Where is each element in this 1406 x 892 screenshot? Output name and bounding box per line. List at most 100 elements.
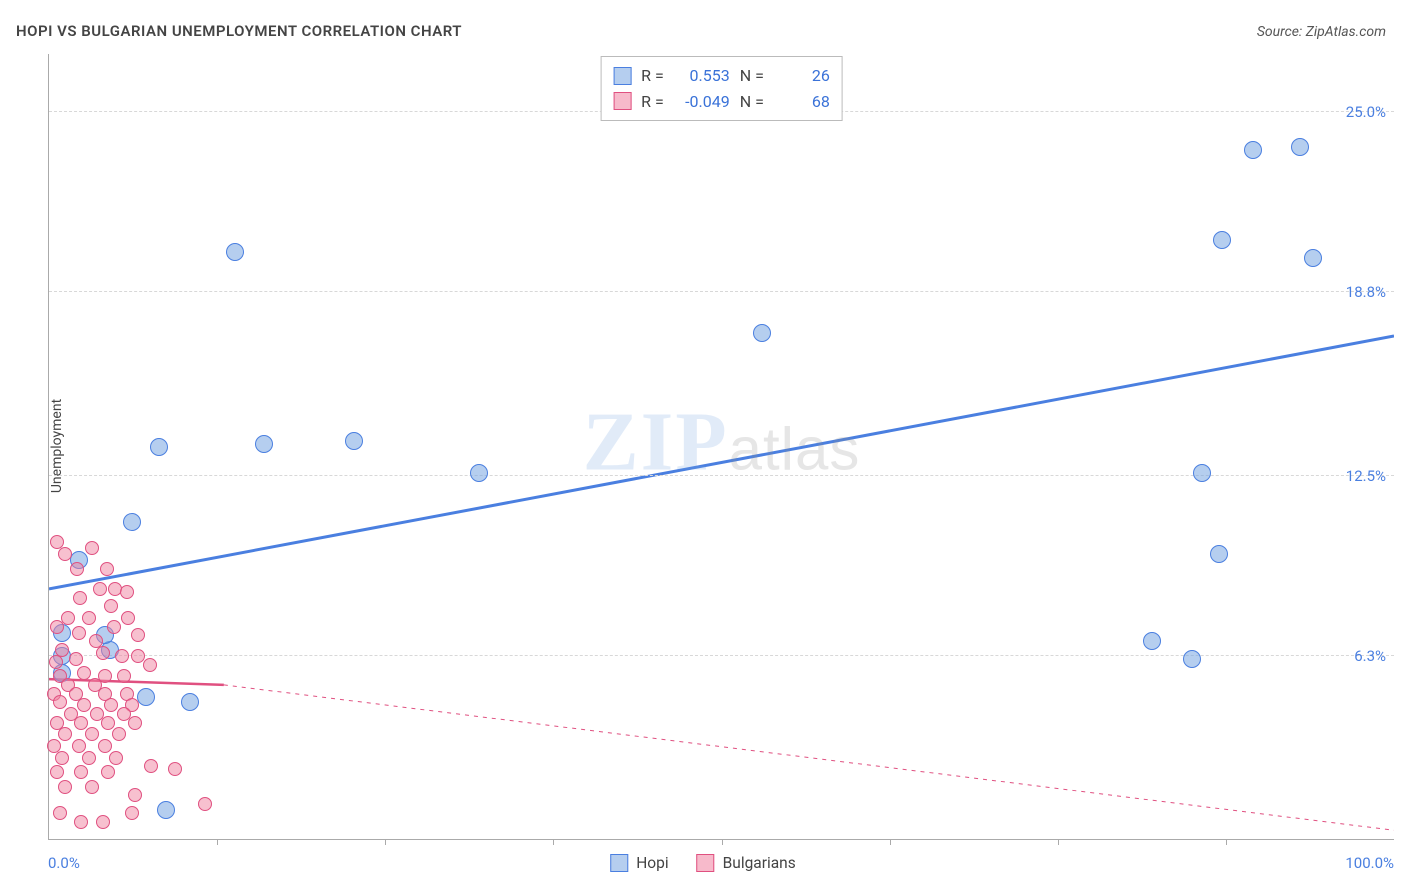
data-point-pink	[128, 716, 142, 730]
data-point-blue	[123, 513, 141, 531]
data-point-pink	[112, 727, 126, 741]
data-point-pink	[96, 646, 110, 660]
gridline-h	[49, 291, 1394, 292]
chart-header: HOPI VS BULGARIAN UNEMPLOYMENT CORRELATI…	[16, 22, 1386, 40]
data-point-pink	[125, 806, 139, 820]
data-point-pink	[131, 628, 145, 642]
data-point-pink	[74, 716, 88, 730]
data-point-pink	[198, 797, 212, 811]
data-point-pink	[101, 716, 115, 730]
data-point-pink	[121, 611, 135, 625]
data-point-pink	[104, 698, 118, 712]
data-point-pink	[82, 611, 96, 625]
data-point-pink	[55, 751, 69, 765]
data-point-blue	[53, 647, 71, 665]
data-point-pink	[47, 687, 61, 701]
data-point-pink	[74, 815, 88, 829]
data-point-pink	[115, 649, 129, 663]
data-point-pink	[107, 620, 121, 634]
source-attribution: Source: ZipAtlas.com	[1257, 24, 1386, 40]
x-tick	[722, 839, 723, 845]
plot-container: ZIPatlas R = 0.553 N = 26 R = -0.049 N =…	[48, 54, 1394, 840]
data-point-pink	[89, 634, 103, 648]
swatch-pink-icon	[613, 92, 631, 110]
data-point-pink	[131, 649, 145, 663]
data-point-pink	[74, 765, 88, 779]
data-point-pink	[72, 626, 86, 640]
data-point-blue	[53, 664, 71, 682]
data-point-pink	[98, 669, 112, 683]
data-point-blue	[226, 243, 244, 261]
x-tick	[1058, 839, 1059, 845]
data-point-blue	[181, 693, 199, 711]
r-label: R =	[641, 63, 664, 89]
y-tick-label: 25.0%	[1346, 103, 1386, 121]
y-tick-label: 12.5%	[1346, 467, 1386, 485]
x-tick	[385, 839, 386, 845]
legend-item-bulgarians: Bulgarians	[697, 854, 796, 872]
data-point-pink	[85, 780, 99, 794]
data-point-pink	[93, 582, 107, 596]
data-point-pink	[96, 815, 110, 829]
data-point-pink	[55, 643, 69, 657]
plot-area: ZIPatlas R = 0.553 N = 26 R = -0.049 N =…	[48, 54, 1394, 840]
data-point-pink	[53, 806, 67, 820]
data-point-blue	[753, 324, 771, 342]
data-point-pink	[50, 765, 64, 779]
data-point-pink	[100, 562, 114, 576]
data-point-pink	[117, 707, 131, 721]
data-point-pink	[58, 547, 72, 561]
gridline-h	[49, 655, 1394, 656]
data-point-pink	[143, 658, 157, 672]
r-label: R =	[641, 89, 664, 115]
data-point-pink	[49, 655, 63, 669]
data-point-blue	[1193, 464, 1211, 482]
swatch-blue-icon	[613, 67, 631, 85]
data-point-blue	[70, 551, 88, 569]
data-point-pink	[58, 727, 72, 741]
data-point-pink	[168, 762, 182, 776]
data-point-blue	[53, 624, 71, 642]
gridline-h	[49, 475, 1394, 476]
swatch-blue-icon	[610, 854, 628, 872]
data-point-blue	[345, 432, 363, 450]
x-tick	[553, 839, 554, 845]
data-point-pink	[109, 751, 123, 765]
x-tick	[1226, 839, 1227, 845]
data-point-blue	[1210, 545, 1228, 563]
data-point-pink	[82, 751, 96, 765]
data-point-pink	[47, 739, 61, 753]
data-point-blue	[1244, 141, 1262, 159]
data-point-blue	[101, 641, 119, 659]
data-point-pink	[72, 739, 86, 753]
legend-label: Hopi	[636, 854, 668, 872]
correlation-stats-box: R = 0.553 N = 26 R = -0.049 N = 68	[600, 56, 843, 121]
data-point-pink	[104, 599, 118, 613]
data-point-pink	[58, 780, 72, 794]
watermark: ZIPatlas	[583, 393, 861, 490]
data-point-pink	[53, 669, 67, 683]
data-point-pink	[101, 765, 115, 779]
trend-lines	[49, 54, 1394, 839]
data-point-blue	[150, 438, 168, 456]
data-point-pink	[128, 788, 142, 802]
data-point-blue	[1304, 249, 1322, 267]
data-point-pink	[77, 666, 91, 680]
data-point-pink	[69, 687, 83, 701]
n-label: N =	[740, 89, 764, 115]
data-point-blue	[137, 688, 155, 706]
data-point-pink	[61, 678, 75, 692]
data-point-pink	[64, 707, 78, 721]
x-tick	[217, 839, 218, 845]
n-value: 26	[774, 63, 830, 89]
data-point-blue	[157, 801, 175, 819]
data-point-pink	[98, 687, 112, 701]
data-point-pink	[120, 585, 134, 599]
x-axis-end-label: 100.0%	[1345, 854, 1394, 872]
data-point-pink	[144, 759, 158, 773]
data-point-pink	[90, 707, 104, 721]
data-point-blue	[96, 626, 114, 644]
data-point-pink	[61, 611, 75, 625]
y-tick-label: 6.3%	[1354, 647, 1386, 665]
data-point-blue	[1291, 138, 1309, 156]
